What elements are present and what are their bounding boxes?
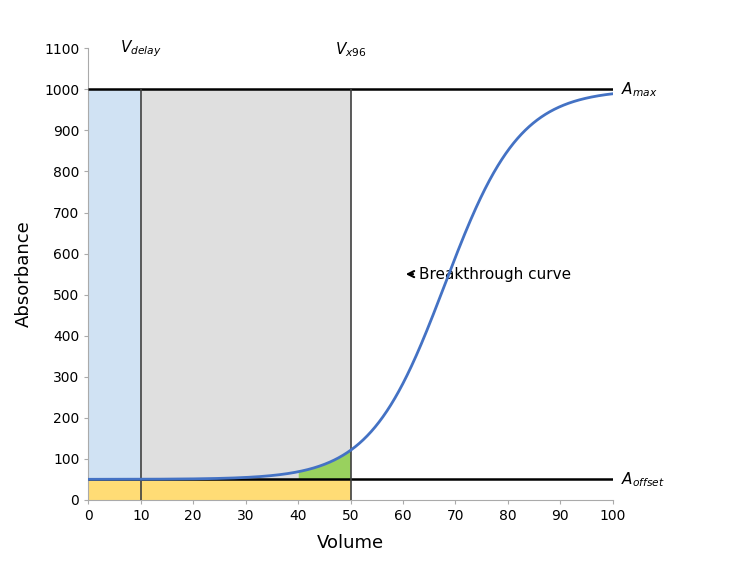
Text: $V_{x96}$: $V_{x96}$	[335, 40, 367, 58]
Text: $A_{offset}$: $A_{offset}$	[621, 470, 665, 489]
Y-axis label: Absorbance: Absorbance	[15, 221, 33, 328]
X-axis label: Volume: Volume	[317, 534, 384, 552]
Text: $V_{delay}$: $V_{delay}$	[120, 38, 162, 58]
Text: $A_{max}$: $A_{max}$	[621, 80, 657, 99]
Text: Breakthrough curve: Breakthrough curve	[408, 266, 571, 282]
